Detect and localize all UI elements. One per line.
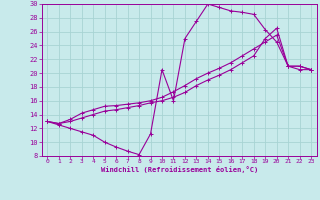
X-axis label: Windchill (Refroidissement éolien,°C): Windchill (Refroidissement éolien,°C) bbox=[100, 166, 258, 173]
